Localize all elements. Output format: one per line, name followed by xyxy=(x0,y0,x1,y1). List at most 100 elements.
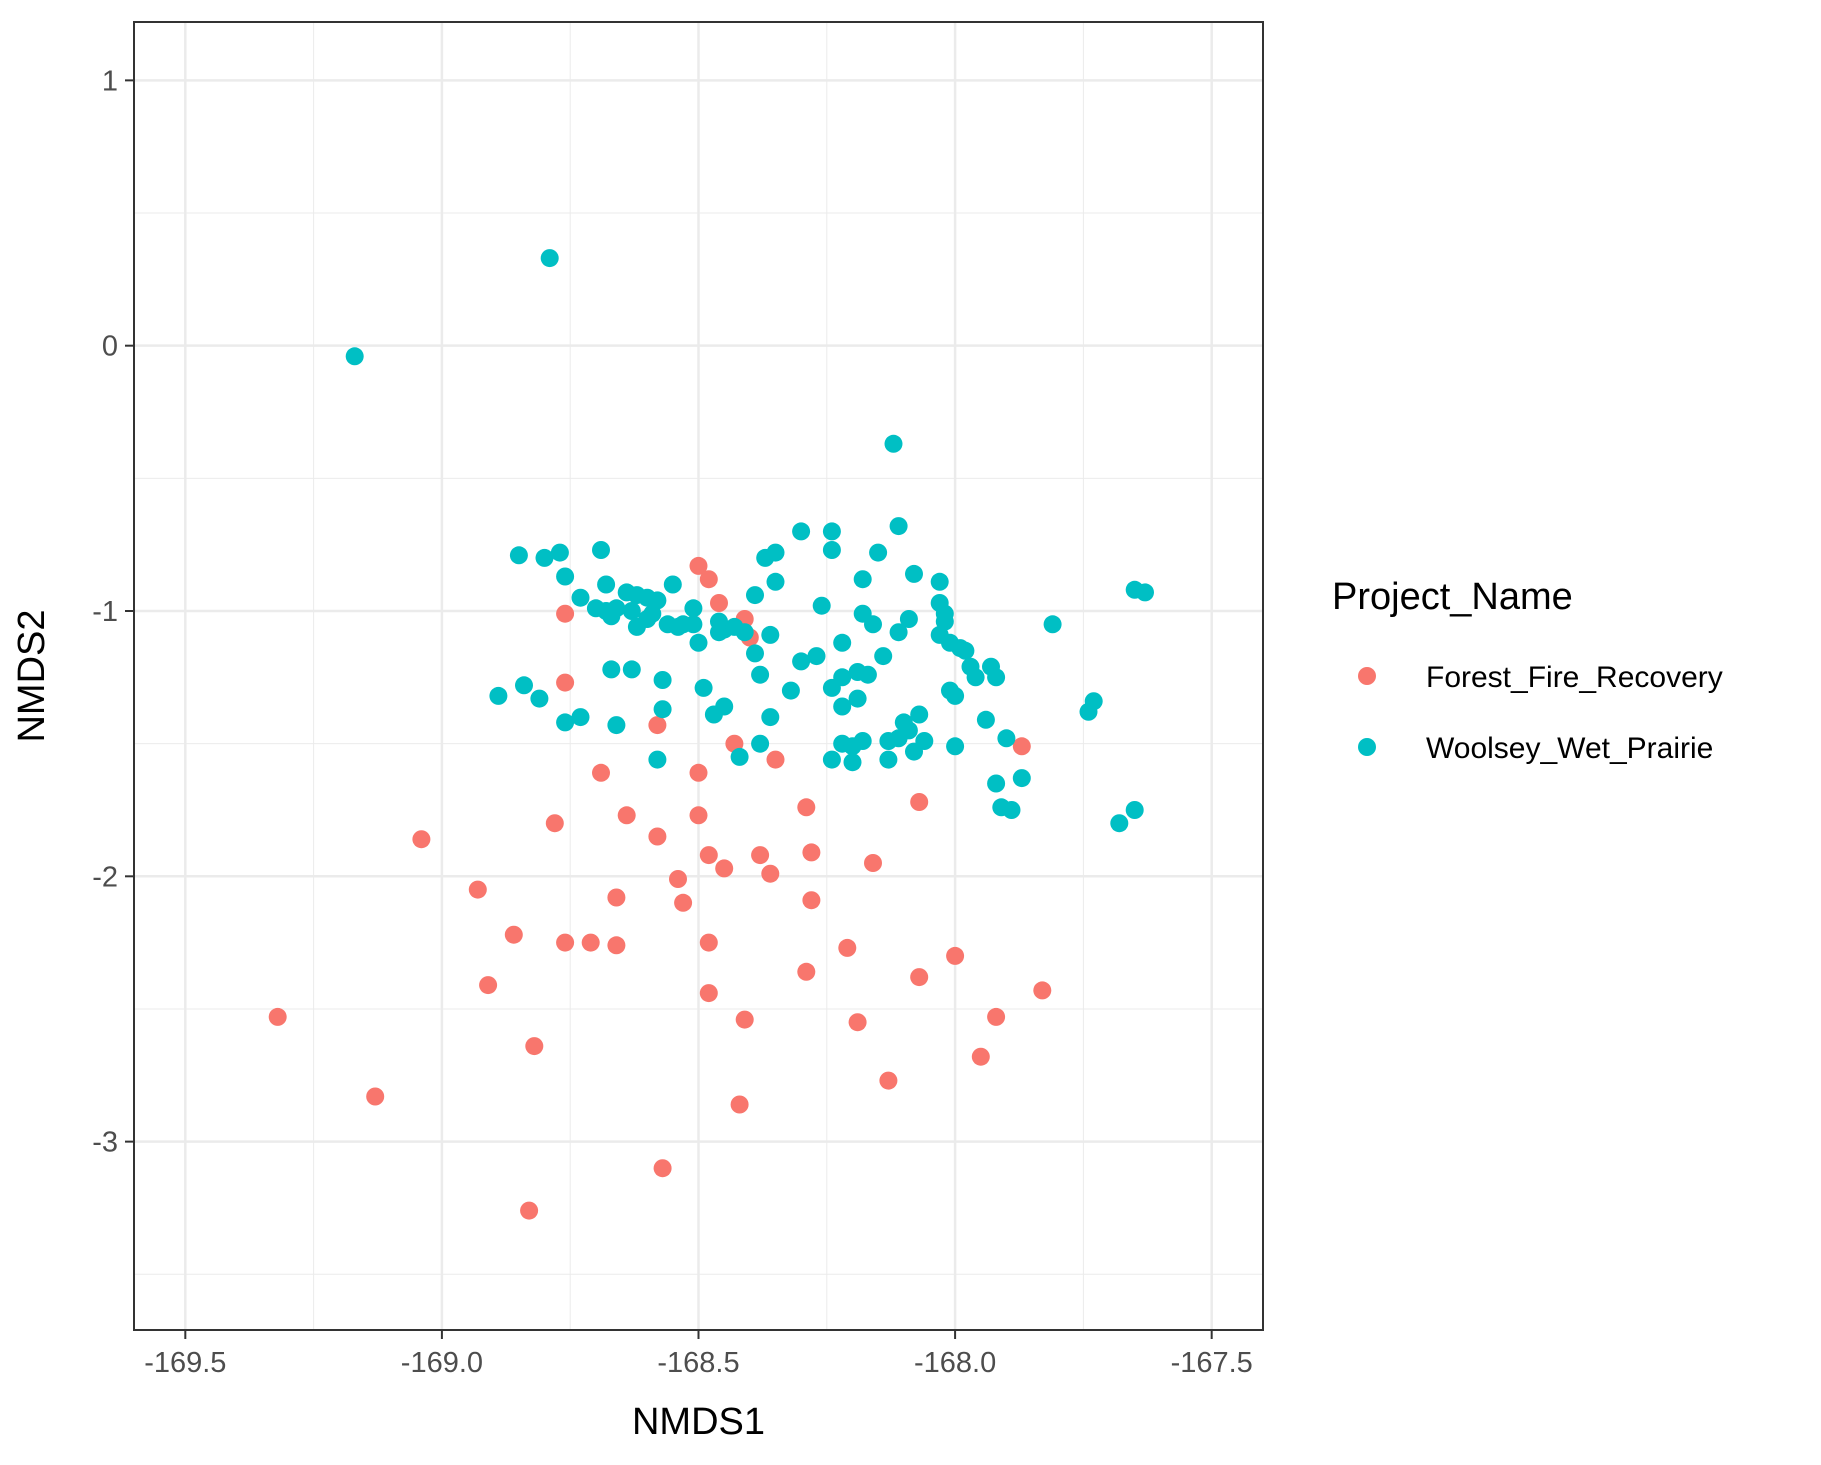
data-point xyxy=(761,625,780,644)
data-point xyxy=(802,891,821,910)
data-point xyxy=(966,668,985,687)
data-point xyxy=(1002,801,1021,819)
data-point xyxy=(822,541,841,559)
data-point xyxy=(689,806,708,825)
data-point xyxy=(792,522,811,541)
legend-item: Forest_Fire_Recovery xyxy=(1358,661,1723,694)
y-tick-label: -2 xyxy=(92,861,118,893)
data-point xyxy=(838,938,857,957)
data-point xyxy=(899,721,918,740)
data-point xyxy=(699,570,718,589)
data-point xyxy=(571,588,590,607)
data-point xyxy=(684,599,703,618)
data-point xyxy=(930,572,949,591)
data-point xyxy=(976,710,995,729)
data-point xyxy=(581,933,600,952)
data-point xyxy=(540,249,559,268)
data-point xyxy=(987,1007,1006,1026)
data-point xyxy=(730,747,749,766)
data-point xyxy=(879,750,898,769)
x-tick-label: -168.0 xyxy=(914,1347,996,1379)
data-point xyxy=(689,633,708,652)
data-point xyxy=(746,586,764,605)
data-point xyxy=(864,615,882,634)
data-point xyxy=(751,665,770,684)
data-point xyxy=(366,1087,385,1106)
data-point xyxy=(515,676,533,695)
data-point xyxy=(853,570,872,589)
y-tick-label: 0 xyxy=(102,331,118,363)
legend-items: Forest_Fire_Recovery Woolsey_Wet_Prairie xyxy=(1358,661,1723,765)
x-axis: -169.5 -169.0 -168.5 -168.0 -167.5 xyxy=(144,1330,1253,1379)
data-point xyxy=(509,546,528,565)
data-point xyxy=(807,647,826,666)
data-point xyxy=(946,686,965,705)
data-point xyxy=(987,668,1006,687)
data-point xyxy=(905,564,923,583)
series-forest-fire-recovery xyxy=(268,556,1052,1220)
data-point xyxy=(833,668,852,687)
data-point xyxy=(761,864,780,883)
data-point xyxy=(653,700,672,719)
data-point xyxy=(1043,615,1062,634)
data-point xyxy=(715,859,734,878)
data-point xyxy=(761,708,780,727)
data-point xyxy=(597,575,616,594)
data-point xyxy=(766,572,785,591)
data-point xyxy=(479,976,498,995)
data-point xyxy=(653,671,672,689)
data-point xyxy=(905,742,923,761)
data-point xyxy=(822,522,841,541)
data-point xyxy=(648,827,667,846)
data-point xyxy=(1012,769,1031,788)
data-point xyxy=(525,1037,544,1056)
data-point xyxy=(730,1095,749,1114)
data-point xyxy=(869,543,888,562)
data-point xyxy=(715,697,734,716)
data-point xyxy=(545,814,564,833)
data-point xyxy=(1110,814,1129,833)
data-point xyxy=(792,652,811,671)
data-point xyxy=(345,347,364,366)
x-tick-label: -167.5 xyxy=(1171,1347,1253,1379)
data-point xyxy=(822,750,841,769)
data-point xyxy=(997,729,1016,748)
data-point xyxy=(674,893,693,912)
data-point xyxy=(607,936,626,955)
data-point xyxy=(746,644,764,663)
data-point xyxy=(694,678,713,697)
data-point xyxy=(268,1007,287,1026)
data-point xyxy=(520,1201,539,1220)
data-point xyxy=(889,623,908,642)
data-point xyxy=(689,556,708,575)
x-tick-label: -169.0 xyxy=(401,1347,483,1379)
data-point xyxy=(669,870,687,888)
data-point xyxy=(699,933,718,952)
data-point xyxy=(710,594,728,612)
data-point xyxy=(858,665,877,684)
data-point xyxy=(556,604,575,623)
data-point xyxy=(781,681,800,700)
legend-label: Woolsey_Wet_Prairie xyxy=(1426,732,1713,765)
data-point xyxy=(848,689,867,708)
data-point xyxy=(617,806,636,825)
data-point xyxy=(556,933,575,952)
data-point xyxy=(910,705,929,724)
data-point xyxy=(504,925,523,944)
data-point xyxy=(874,647,893,666)
data-point xyxy=(556,567,575,586)
data-point xyxy=(648,591,667,610)
data-point xyxy=(571,708,590,727)
data-point xyxy=(833,633,852,652)
data-point xyxy=(1125,801,1144,819)
legend-item: Woolsey_Wet_Prairie xyxy=(1358,732,1713,765)
data-point xyxy=(735,1010,754,1029)
y-axis-title: NMDS2 xyxy=(11,609,53,742)
data-point xyxy=(956,641,975,660)
data-point xyxy=(556,673,575,692)
data-point xyxy=(751,846,770,865)
series-woolsey-wet-prairie xyxy=(345,249,1154,833)
data-point xyxy=(884,434,903,453)
data-point xyxy=(699,984,718,1003)
y-tick-label: 1 xyxy=(102,65,118,97)
